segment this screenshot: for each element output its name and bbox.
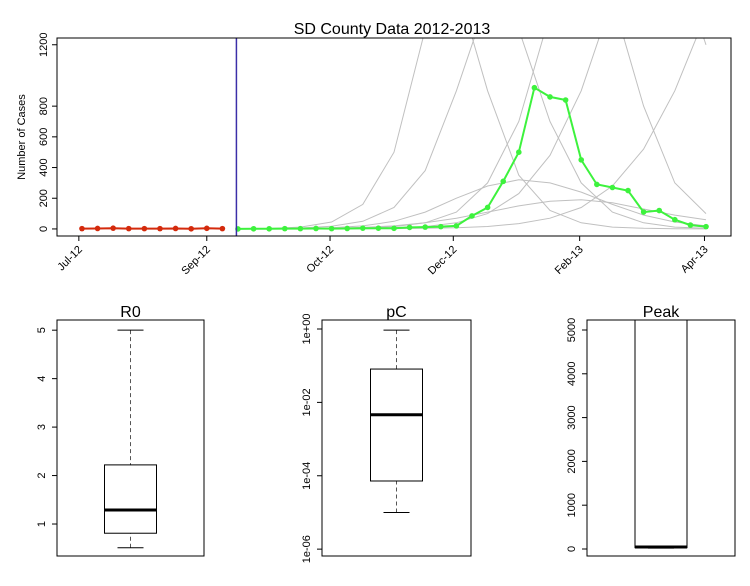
y-tick-label: 600 xyxy=(38,128,50,146)
y-tick-label: 0 xyxy=(38,226,50,232)
box xyxy=(370,368,423,482)
data-point xyxy=(453,223,460,229)
data-point xyxy=(328,225,335,232)
data-point xyxy=(344,225,350,232)
data-point xyxy=(94,225,101,232)
data-point xyxy=(125,225,132,232)
y-tick-label: 5000 xyxy=(566,318,578,342)
plot-area xyxy=(104,329,157,549)
chart-title: Peak xyxy=(643,304,680,321)
data-point xyxy=(562,97,569,103)
y-tick-label: 1e-02 xyxy=(301,388,313,416)
data-point xyxy=(656,207,663,214)
data-point xyxy=(531,84,538,91)
data-point xyxy=(203,225,210,232)
data-point xyxy=(219,225,226,232)
data-point xyxy=(297,225,304,232)
y-tick-label: 200 xyxy=(38,189,50,207)
y-tick-label: 2000 xyxy=(566,449,578,473)
y-tick-label: 4000 xyxy=(566,362,578,386)
y-axis-label: Number of Cases xyxy=(16,94,28,180)
data-point xyxy=(79,225,85,232)
simulation-line xyxy=(238,38,697,230)
data-point xyxy=(438,223,444,230)
data-point xyxy=(281,225,288,232)
simulation-line xyxy=(237,179,707,230)
data-point xyxy=(516,149,522,155)
chart-title: R0 xyxy=(120,304,141,321)
data-point xyxy=(578,157,585,163)
y-tick-label: 1 xyxy=(36,521,48,527)
plot-frame xyxy=(321,319,472,557)
data-point xyxy=(672,216,678,223)
y-tick-label: 0 xyxy=(566,546,578,552)
x-tick-label: Jul-12 xyxy=(55,244,85,274)
data-point xyxy=(391,225,397,232)
box xyxy=(634,320,688,549)
plot-area xyxy=(79,38,709,232)
data-point xyxy=(172,225,179,232)
data-point xyxy=(594,181,600,188)
data-point xyxy=(141,225,148,232)
data-point xyxy=(469,213,475,219)
data-point xyxy=(250,225,257,232)
plot-area xyxy=(634,320,688,549)
box xyxy=(104,464,157,534)
y-tick-label: 3 xyxy=(36,424,48,430)
data-point xyxy=(547,94,553,100)
data-point xyxy=(406,224,413,231)
data-point xyxy=(640,209,647,215)
data-point xyxy=(703,223,709,230)
y-tick-label: 400 xyxy=(38,158,50,176)
chart-title: SD County Data 2012-2013 xyxy=(294,21,491,38)
y-tick-label: 1e-06 xyxy=(301,535,313,563)
x-tick-label: Apr-13 xyxy=(679,244,711,276)
y-tick-label: 4 xyxy=(36,376,48,382)
plot-frame xyxy=(56,319,205,557)
data-point xyxy=(484,204,491,211)
y-tick-label: 5 xyxy=(36,327,48,333)
data-line xyxy=(81,227,223,230)
plot-frame xyxy=(586,319,736,557)
y-tick-label: 1000 xyxy=(566,493,578,517)
data-point xyxy=(625,187,631,194)
data-point xyxy=(313,225,319,232)
x-tick-label: Feb-13 xyxy=(553,244,586,277)
data-point xyxy=(609,184,616,191)
data-point xyxy=(157,225,163,232)
x-tick-label: Dec-12 xyxy=(426,244,460,278)
data-point xyxy=(188,225,194,232)
data-point xyxy=(359,225,366,231)
data-point xyxy=(110,225,116,231)
data-point xyxy=(687,222,694,228)
data-point xyxy=(422,224,429,230)
y-tick-label: 800 xyxy=(38,97,50,115)
y-tick-label: 1e+00 xyxy=(301,314,313,345)
y-tick-label: 3000 xyxy=(566,405,578,429)
data-point xyxy=(500,178,507,185)
simulation-line xyxy=(237,38,707,230)
chart-title: pC xyxy=(386,304,406,321)
data-point xyxy=(375,225,382,231)
y-tick-label: 1e-04 xyxy=(301,462,313,490)
y-tick-label: 1200 xyxy=(38,33,50,57)
x-tick-label: Sep-12 xyxy=(179,244,213,278)
data-point xyxy=(266,225,272,232)
x-tick-label: Oct-12 xyxy=(304,244,336,276)
plot-area xyxy=(370,329,423,513)
y-tick-label: 2 xyxy=(36,472,48,478)
